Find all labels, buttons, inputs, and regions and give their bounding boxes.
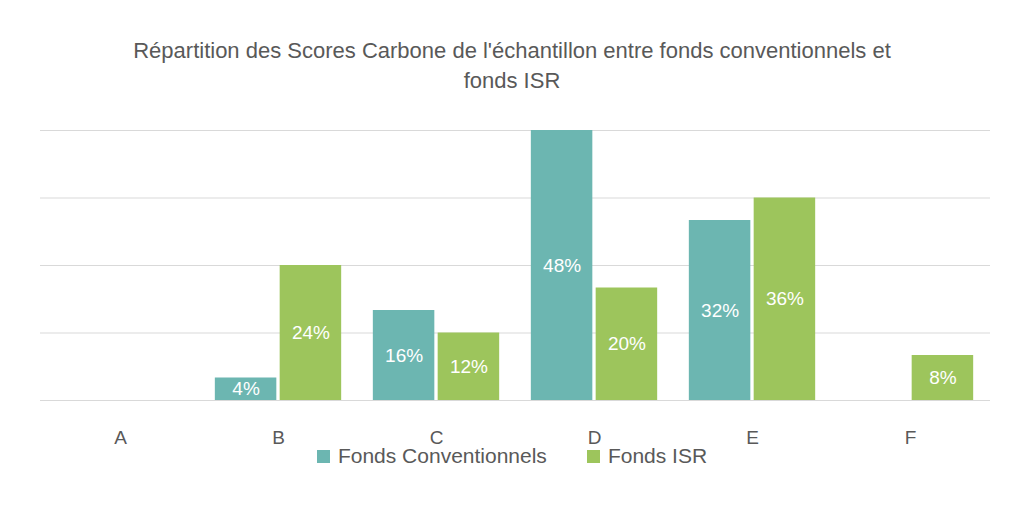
svg-text:16%: 16% bbox=[385, 345, 423, 366]
svg-text:32%: 32% bbox=[701, 300, 739, 321]
html-text:Fonds Conventionnels: Fonds Conventionnels bbox=[337, 444, 547, 467]
svg-text:8%: 8% bbox=[929, 367, 957, 388]
svg-text:20%: 20% bbox=[608, 333, 646, 354]
svg-text:48%: 48% bbox=[543, 255, 581, 276]
svg-text:D: D bbox=[588, 427, 602, 448]
svg-text:B: B bbox=[272, 427, 285, 448]
svg-text:4%: 4% bbox=[232, 378, 260, 399]
svg-text:12%: 12% bbox=[450, 356, 488, 377]
svg-text:E: E bbox=[746, 427, 759, 448]
svg-text:F: F bbox=[905, 427, 917, 448]
svg-text:C: C bbox=[429, 427, 444, 448]
html-text:Répartition des Scores Carbone: Répartition des Scores Carbone de l'écha… bbox=[133, 38, 891, 93]
svg-text:A: A bbox=[114, 427, 127, 448]
svg-text:36%: 36% bbox=[766, 288, 804, 309]
html-text:Fonds ISR: Fonds ISR bbox=[607, 444, 708, 467]
svg-text:24%: 24% bbox=[292, 322, 330, 343]
